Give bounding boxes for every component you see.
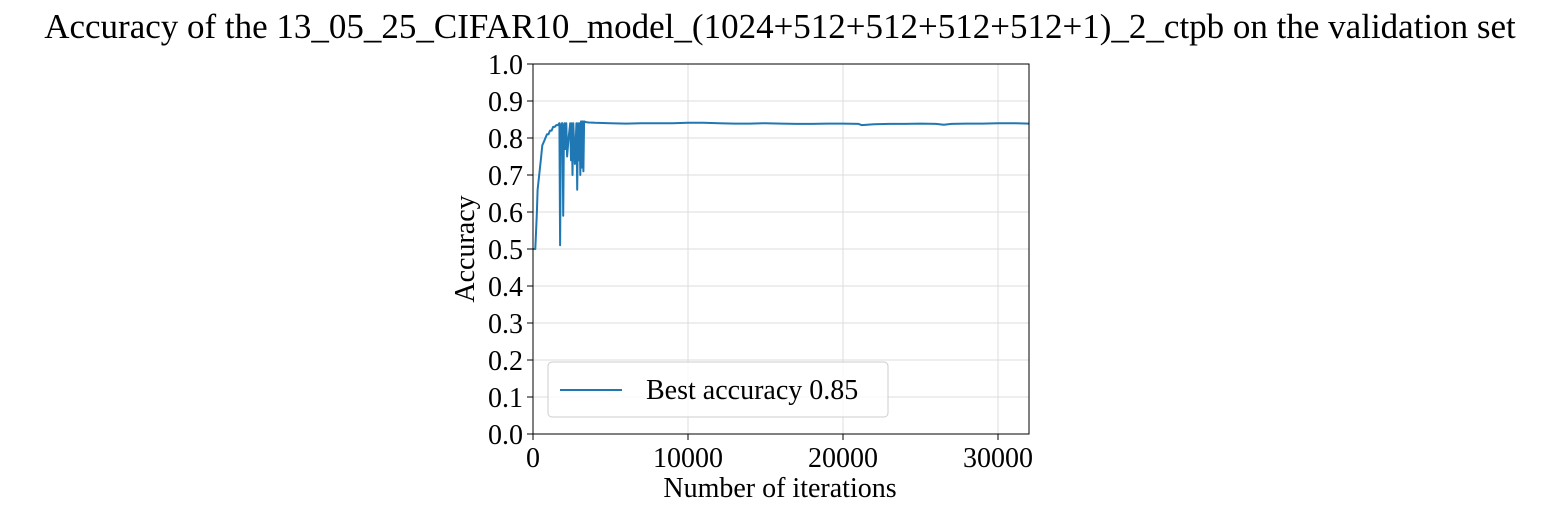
x-tick-label: 30000 bbox=[963, 443, 1033, 474]
chart-title: Accuracy of the 13_05_25_CIFAR10_model_(… bbox=[44, 7, 1516, 46]
series-layer bbox=[533, 120, 1030, 250]
x-axis-label: Number of iterations bbox=[663, 473, 896, 504]
y-tick-label: 0.0 bbox=[488, 420, 523, 451]
y-tick-label: 1.0 bbox=[488, 50, 523, 81]
y-tick-label: 0.2 bbox=[488, 346, 523, 377]
y-tick-label: 0.8 bbox=[488, 124, 523, 155]
x-tick-label: 0 bbox=[526, 443, 540, 474]
y-axis-ticks: 0.0 0.1 0.2 0.3 0.4 0.5 0.6 0.7 0.8 0.9 1.0 bbox=[488, 50, 533, 451]
y-tick-label: 0.5 bbox=[488, 235, 523, 266]
x-tick-label: 10000 bbox=[653, 443, 723, 474]
y-tick-label: 0.4 bbox=[488, 272, 523, 303]
legend-box bbox=[547, 361, 889, 418]
legend: Best accuracy 0.85 bbox=[547, 361, 889, 418]
legend-label: Best accuracy 0.85 bbox=[646, 375, 858, 406]
y-axis-label: Accuracy bbox=[450, 195, 481, 302]
x-tick-label: 20000 bbox=[808, 443, 878, 474]
y-tick-label: 0.3 bbox=[488, 309, 523, 340]
x-axis-ticks: 0 10000 20000 30000 bbox=[526, 434, 1033, 474]
y-tick-label: 0.1 bbox=[488, 383, 523, 414]
y-tick-label: 0.7 bbox=[488, 161, 523, 192]
series-line bbox=[533, 120, 1030, 250]
y-tick-label: 0.9 bbox=[488, 87, 523, 118]
y-tick-label: 0.6 bbox=[488, 198, 523, 229]
